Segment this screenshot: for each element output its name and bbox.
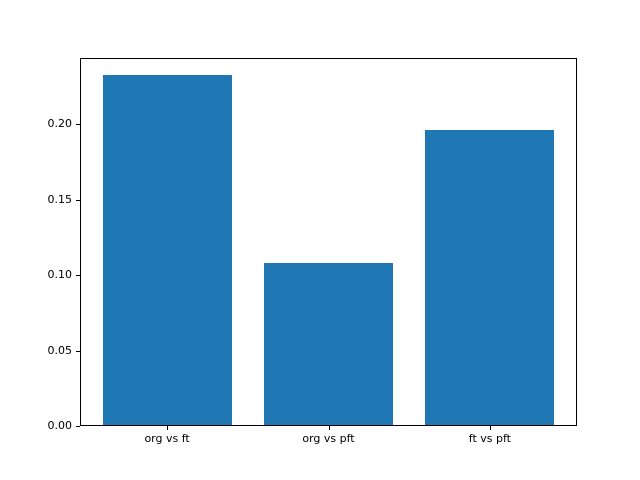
x-tick-mark <box>489 426 491 430</box>
y-tick-label: 0.15 <box>47 192 73 206</box>
y-tick-label: 0.20 <box>47 117 73 131</box>
x-tick-label: org vs ft <box>144 432 190 445</box>
y-tick-mark <box>76 124 80 126</box>
bar-org-vs-ft <box>102 74 232 425</box>
y-tick-mark <box>76 350 80 352</box>
x-tick-label: ft vs pft <box>468 432 511 445</box>
bar-ft-vs-pft <box>425 130 555 425</box>
x-tick-label: org vs pft <box>302 432 355 445</box>
x-tick-mark <box>328 426 330 430</box>
y-tick-label: 0.00 <box>47 419 73 432</box>
y-tick-mark <box>76 426 80 427</box>
y-tick-label: 0.05 <box>47 343 73 357</box>
bar-org-vs-pft <box>264 263 394 425</box>
y-tick-mark <box>76 199 80 201</box>
x-tick-mark <box>167 426 169 430</box>
y-tick-label: 0.10 <box>47 268 73 282</box>
y-tick-mark <box>76 275 80 277</box>
